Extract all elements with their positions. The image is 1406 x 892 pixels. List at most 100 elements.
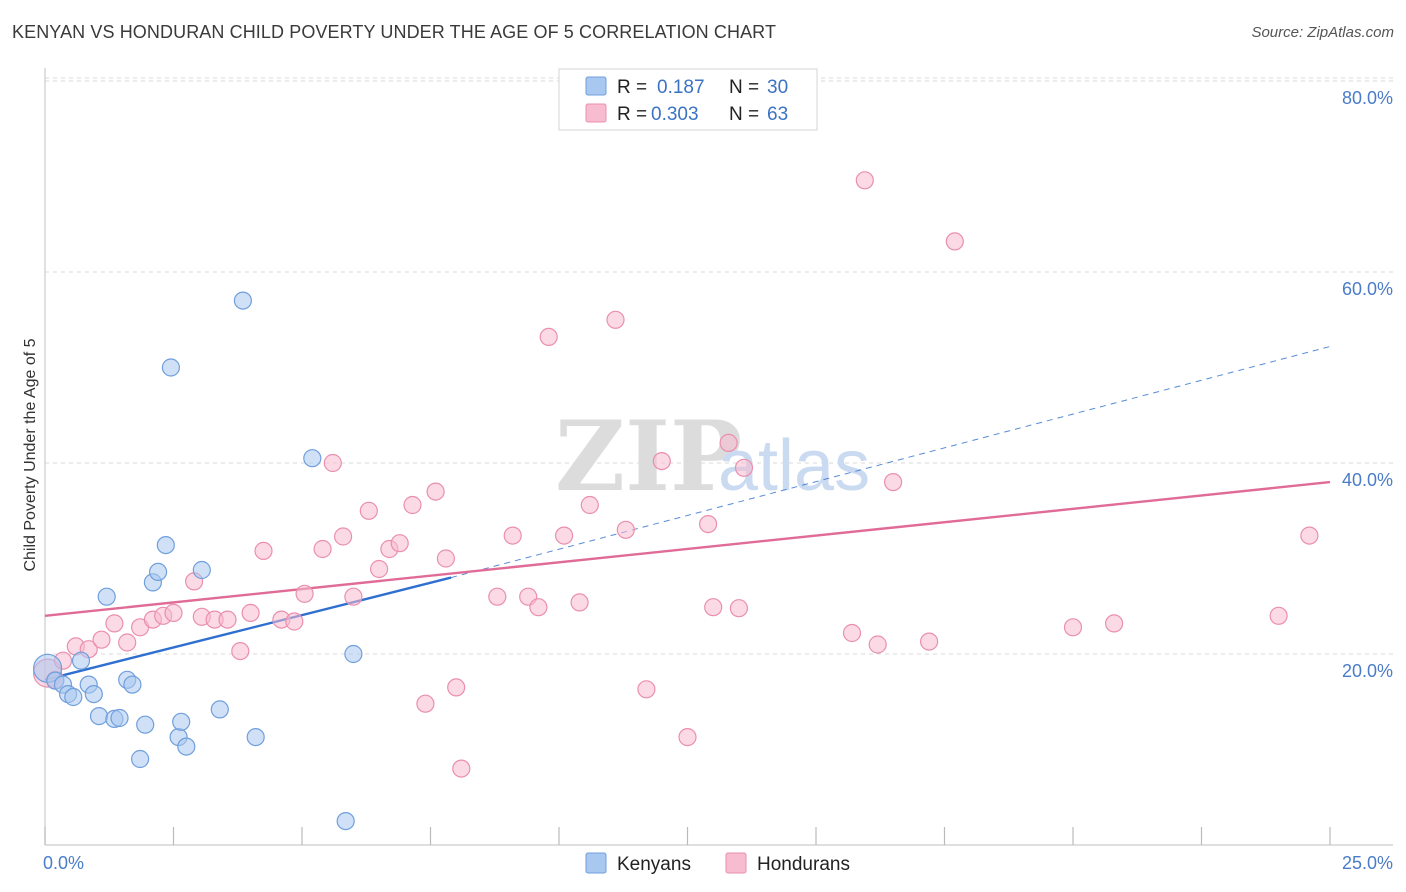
kenyan-point-28 <box>336 811 355 831</box>
kenyan-point-19 <box>161 358 180 377</box>
data-points <box>32 171 1319 831</box>
kenyan-point-17 <box>149 562 168 582</box>
x-tick-labels: 0.0% 25.0% <box>43 853 1393 873</box>
legend-r-value-1: 0.303 <box>651 104 699 125</box>
axes <box>44 68 1393 846</box>
honduran-point-55 <box>855 171 874 190</box>
bottom-legend-swatch-kenyans <box>585 852 607 874</box>
honduran-point-29 <box>390 534 409 553</box>
kenyan-point-24 <box>210 700 229 719</box>
bottom-legend-hondurans: Hondurans <box>757 854 850 875</box>
kenyan-point-21 <box>172 712 191 731</box>
honduran-point-41 <box>554 526 574 545</box>
legend-r-label-0: R = <box>617 77 647 98</box>
kenyan-point-23 <box>192 560 211 580</box>
kenyan-point-18 <box>156 535 175 555</box>
honduran-point-24 <box>334 527 353 546</box>
kenyan-point-27 <box>303 449 322 468</box>
honduran-point-50 <box>704 598 723 617</box>
kenyan-point-25 <box>233 291 252 310</box>
y-tick-label-1: 40.0% <box>1342 470 1393 490</box>
kenyan-point-29 <box>344 644 363 664</box>
honduran-point-53 <box>734 458 754 477</box>
honduran-point-60 <box>1063 618 1083 637</box>
honduran-point-26 <box>359 501 378 520</box>
honduran-point-47 <box>652 452 671 471</box>
watermark: ZIP atlas <box>555 400 870 513</box>
honduran-point-23 <box>323 453 342 473</box>
honduran-point-21 <box>295 584 314 603</box>
honduran-point-32 <box>426 482 445 501</box>
legend-r-value-0: 0.187 <box>657 77 705 98</box>
kenyan-point-15 <box>136 715 155 734</box>
honduran-point-49 <box>698 514 718 534</box>
bottom-legend: Kenyans Hondurans <box>585 852 850 875</box>
watermark-zip: ZIP <box>555 400 742 513</box>
legend-n-label-1: N = <box>729 104 759 125</box>
chart-title: KENYAN VS HONDURAN CHILD POVERTY UNDER T… <box>12 22 777 42</box>
x-tick-label-0: 0.0% <box>43 853 84 873</box>
bottom-legend-kenyans: Kenyans <box>617 854 691 875</box>
honduran-point-18 <box>254 541 273 561</box>
y-tick-label-0: 20.0% <box>1342 661 1393 681</box>
honduran-point-7 <box>118 633 137 652</box>
y-tick-labels: 20.0% 40.0% 60.0% 80.0% <box>1342 88 1393 681</box>
legend-swatch-hondurans <box>585 103 607 123</box>
x-tick-label-1: 25.0% <box>1342 853 1393 873</box>
honduran-point-43 <box>580 495 599 515</box>
honduran-point-45 <box>616 520 635 539</box>
honduran-point-40 <box>539 327 558 346</box>
honduran-point-16 <box>231 641 250 661</box>
honduran-point-22 <box>313 539 332 559</box>
kenyan-trend-extension <box>450 346 1331 579</box>
honduran-point-6 <box>105 614 124 633</box>
honduran-point-54 <box>842 623 862 643</box>
honduran-point-33 <box>436 549 455 568</box>
honduran-point-57 <box>883 473 903 492</box>
honduran-point-52 <box>729 599 749 618</box>
honduran-point-17 <box>241 603 260 623</box>
honduran-point-11 <box>164 603 183 623</box>
legend-r-label-1: R = <box>617 104 647 125</box>
kenyan-point-11 <box>110 708 129 728</box>
kenyan-point-14 <box>131 749 150 769</box>
honduran-point-30 <box>403 495 422 515</box>
honduran-point-37 <box>503 526 522 545</box>
legend-n-label-0: N = <box>729 77 759 98</box>
kenyan-point-7 <box>84 684 103 704</box>
honduran-point-36 <box>488 587 507 606</box>
honduran-point-48 <box>678 727 697 747</box>
kenyan-trend-line <box>44 576 452 681</box>
honduran-point-59 <box>945 232 964 251</box>
kenyan-point-9 <box>97 587 116 606</box>
y-tick-label-3: 80.0% <box>1342 88 1393 108</box>
honduran-point-20 <box>285 612 304 631</box>
honduran-point-25 <box>344 587 363 606</box>
honduran-point-62 <box>1269 606 1288 625</box>
honduran-point-44 <box>606 310 625 329</box>
bottom-legend-swatch-hondurans <box>725 852 747 874</box>
y-tick-label-2: 60.0% <box>1342 279 1393 299</box>
legend-n-value-0: 30 <box>767 77 788 98</box>
kenyan-point-4 <box>64 687 83 707</box>
kenyan-point-5 <box>71 651 91 670</box>
legend-swatch-kenyans <box>585 76 607 96</box>
honduran-point-15 <box>218 610 237 629</box>
grid-lines <box>45 77 1393 655</box>
kenyan-point-13 <box>123 675 142 694</box>
honduran-point-46 <box>637 680 656 699</box>
kenyan-point-22 <box>177 737 196 756</box>
honduran-point-34 <box>447 678 466 697</box>
honduran-point-5 <box>92 630 111 649</box>
kenyan-point-26 <box>246 727 265 747</box>
honduran-point-51 <box>719 433 738 452</box>
kenyan-point-8 <box>89 706 109 726</box>
source-label: Source: ZipAtlas.com <box>1251 24 1394 41</box>
honduran-trend-line <box>44 480 1331 617</box>
honduran-point-61 <box>1104 614 1124 633</box>
top-legend: R = 0.187 N = 30 R = 0.303 N = 63 <box>558 68 818 131</box>
honduran-point-39 <box>529 598 548 617</box>
honduran-point-63 <box>1300 526 1319 545</box>
honduran-point-58 <box>919 632 939 651</box>
